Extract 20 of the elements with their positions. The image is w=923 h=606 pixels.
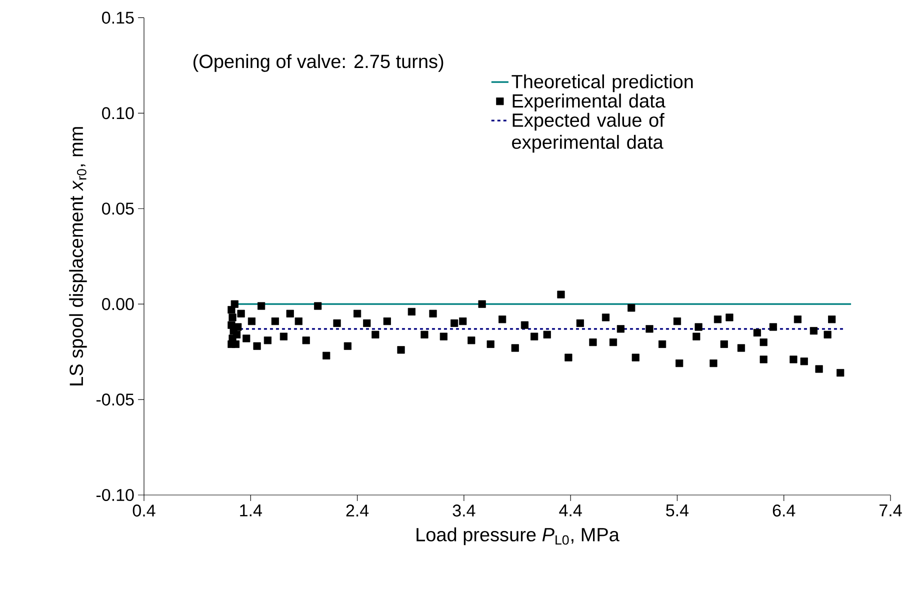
legend-label: Experimental data [512, 94, 666, 112]
y-tick-label: -0.10 [96, 488, 134, 502]
x-tick-label: 0.4 [132, 504, 156, 517]
x-tick-label: 6.4 [772, 504, 796, 517]
legend-label: Theoretical prediction [512, 74, 693, 92]
legend-label: Expected value of experimental data [512, 112, 664, 153]
x-tick-label: 1.4 [240, 504, 262, 516]
x-tick-label: 4.4 [559, 504, 582, 516]
x-tick-label: 2.4 [346, 504, 369, 516]
y-tick-label: 0.10 [102, 107, 134, 120]
y-axis-title: LS spool displacement x$_{r0}$, mm [69, 127, 87, 386]
x-axis-title: Load pressure P$_{L0}$, MPa [416, 527, 620, 546]
x-tick-label: 3.4 [452, 504, 476, 517]
x-tick-label: 7.4 [880, 504, 902, 516]
y-tick-label: 0.15 [102, 12, 134, 24]
y-tick-label: 0.00 [102, 298, 134, 310]
x-tick-label: 5.4 [666, 504, 689, 516]
y-tick-label: 0.05 [102, 202, 134, 215]
y-tick-label: -0.05 [96, 394, 134, 406]
annotation: (Opening of valve: 2.75 turns) [194, 54, 444, 72]
